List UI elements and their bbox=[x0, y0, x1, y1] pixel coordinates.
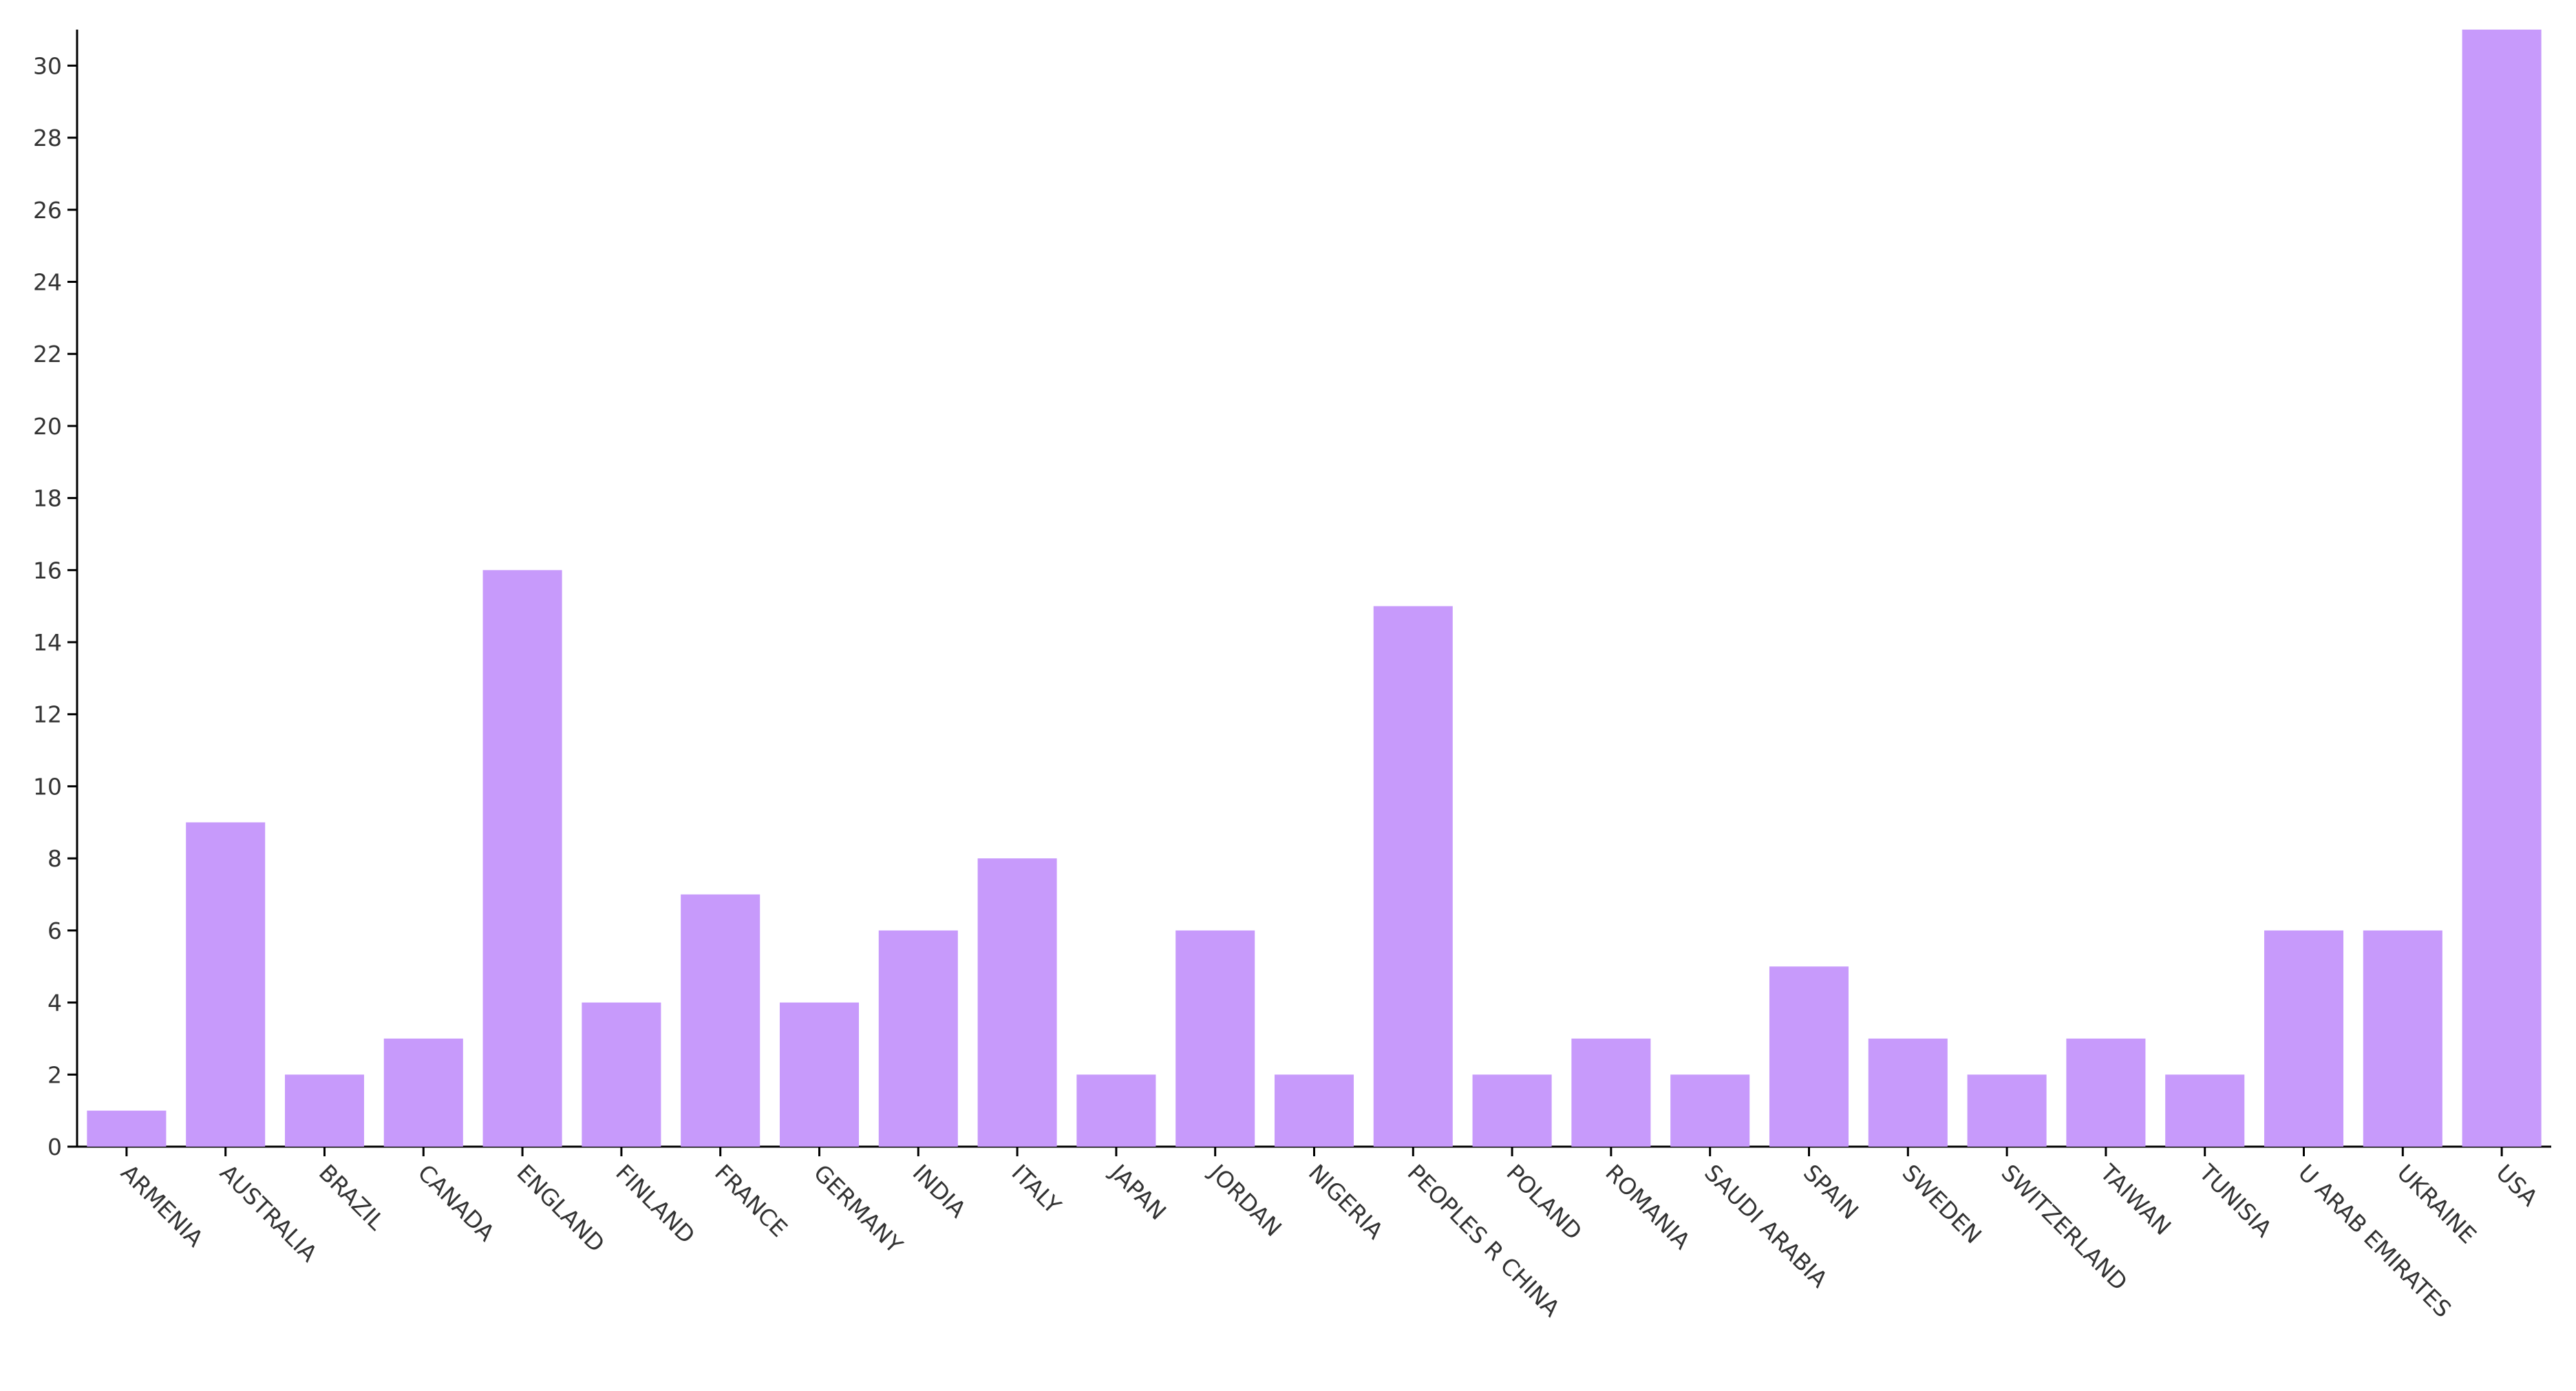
bar bbox=[186, 822, 266, 1147]
x-tick-label: ENGLAND bbox=[511, 1159, 610, 1257]
y-tick-label: 14 bbox=[33, 629, 62, 656]
y-tick-label: 18 bbox=[33, 485, 62, 512]
y-tick-label: 6 bbox=[47, 917, 62, 944]
y-tick-label: 10 bbox=[33, 773, 62, 800]
bar bbox=[383, 1038, 463, 1147]
bar bbox=[2363, 930, 2442, 1147]
bar bbox=[1175, 930, 1255, 1147]
x-tick-label: INDIA bbox=[908, 1159, 972, 1223]
bar bbox=[878, 930, 958, 1147]
bar bbox=[1571, 1038, 1651, 1147]
bar bbox=[2462, 30, 2542, 1147]
bar bbox=[977, 858, 1057, 1147]
x-tick-label: ITALY bbox=[1006, 1159, 1067, 1220]
y-tick-label: 16 bbox=[33, 557, 62, 584]
y-tick-label: 2 bbox=[47, 1061, 62, 1088]
x-tick-label: POLAND bbox=[1501, 1159, 1587, 1245]
bar bbox=[1967, 1074, 2047, 1147]
bar bbox=[2165, 1074, 2245, 1147]
bar bbox=[284, 1074, 365, 1147]
x-tick-label: BRAZIL bbox=[314, 1159, 390, 1235]
y-tick-label: 22 bbox=[33, 341, 62, 368]
bar bbox=[1373, 606, 1453, 1147]
y-tick-label: 8 bbox=[47, 845, 62, 872]
x-tick-label: NIGERIA bbox=[1303, 1159, 1389, 1244]
x-tick-label: FINLAND bbox=[610, 1159, 700, 1249]
bar bbox=[681, 894, 760, 1147]
bar bbox=[1670, 1074, 1750, 1147]
x-tick-label: TUNISIA bbox=[2193, 1158, 2277, 1242]
x-tick-label: SWEDEN bbox=[1897, 1159, 1987, 1249]
bar bbox=[87, 1110, 167, 1147]
x-tick-label: JAPAN bbox=[1105, 1158, 1171, 1225]
x-tick-label: CANADA bbox=[413, 1159, 500, 1246]
y-tick-label: 30 bbox=[33, 52, 62, 79]
x-tick-label: USA bbox=[2491, 1159, 2543, 1211]
bar bbox=[1472, 1074, 1552, 1147]
bar bbox=[1274, 1074, 1354, 1147]
bar bbox=[482, 570, 562, 1147]
bar bbox=[582, 1002, 661, 1147]
x-tick-label: FRANCE bbox=[710, 1159, 793, 1242]
bar bbox=[779, 1002, 860, 1147]
y-tick-label: 24 bbox=[33, 268, 62, 295]
bar bbox=[2066, 1038, 2146, 1147]
y-tick-label: 28 bbox=[33, 125, 62, 151]
y-tick-label: 0 bbox=[47, 1134, 62, 1160]
x-tick-label: JORDAN bbox=[1204, 1158, 1287, 1242]
x-tick-label: TAIWAN bbox=[2095, 1158, 2177, 1240]
bar bbox=[1769, 966, 1849, 1147]
bar bbox=[2264, 930, 2344, 1147]
x-tick-label: UKRAINE bbox=[2392, 1159, 2482, 1249]
bar bbox=[1868, 1038, 1948, 1147]
y-tick-label: 4 bbox=[47, 990, 62, 1017]
bar bbox=[1076, 1074, 1156, 1147]
y-tick-label: 12 bbox=[33, 701, 62, 728]
x-tick-label: ARMENIA bbox=[116, 1159, 209, 1252]
x-tick-label: ROMANIA bbox=[1600, 1159, 1696, 1255]
x-tick-label: GERMANY bbox=[809, 1159, 908, 1259]
x-tick-label: SPAIN bbox=[1798, 1159, 1864, 1224]
y-tick-label: 26 bbox=[33, 197, 62, 224]
x-tick-label: AUSTRALIA bbox=[215, 1159, 323, 1267]
y-tick-label: 20 bbox=[33, 413, 62, 440]
